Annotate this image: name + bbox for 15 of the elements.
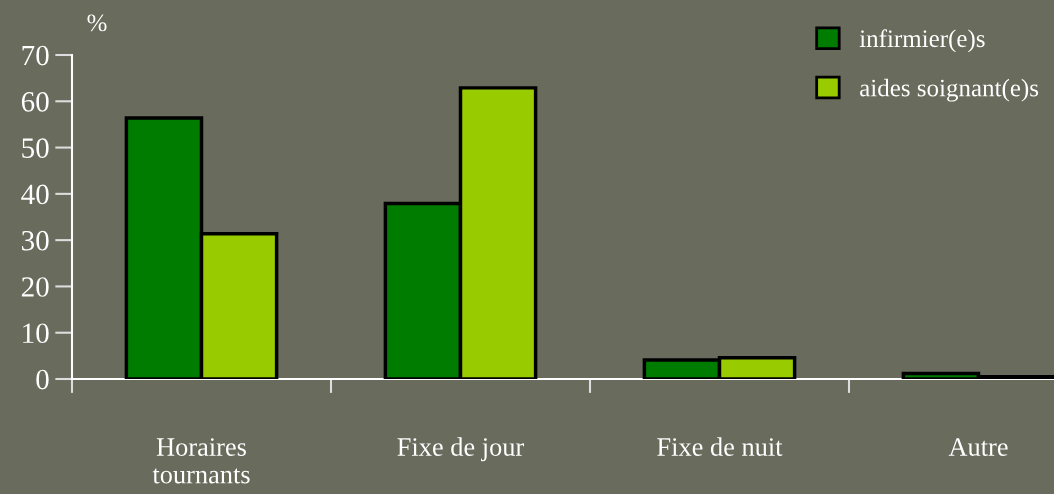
y-tick-label: 30 [22, 230, 49, 251]
y-tick-label: 70 [22, 45, 49, 66]
y-tick-label: 10 [23, 323, 49, 344]
y-tick-label: 0 [36, 369, 49, 390]
legend-label: infirmier(e)s [859, 29, 985, 53]
y-tick-label: 50 [22, 138, 49, 158]
x-tick-label: Autre [948, 438, 1008, 456]
y-axis-title: % [87, 14, 107, 32]
x-tick-label: Fixe de nuit [657, 437, 783, 456]
y-tick-label: 60 [21, 92, 49, 112]
legend-label: aides soignant(e)s [860, 78, 1039, 102]
x-tick-label: Fixe de jour [397, 437, 525, 462]
y-tick-label: 40 [21, 184, 49, 205]
x-tick-label: Horaires tournants [152, 438, 250, 484]
y-tick-label: 20 [21, 277, 49, 297]
